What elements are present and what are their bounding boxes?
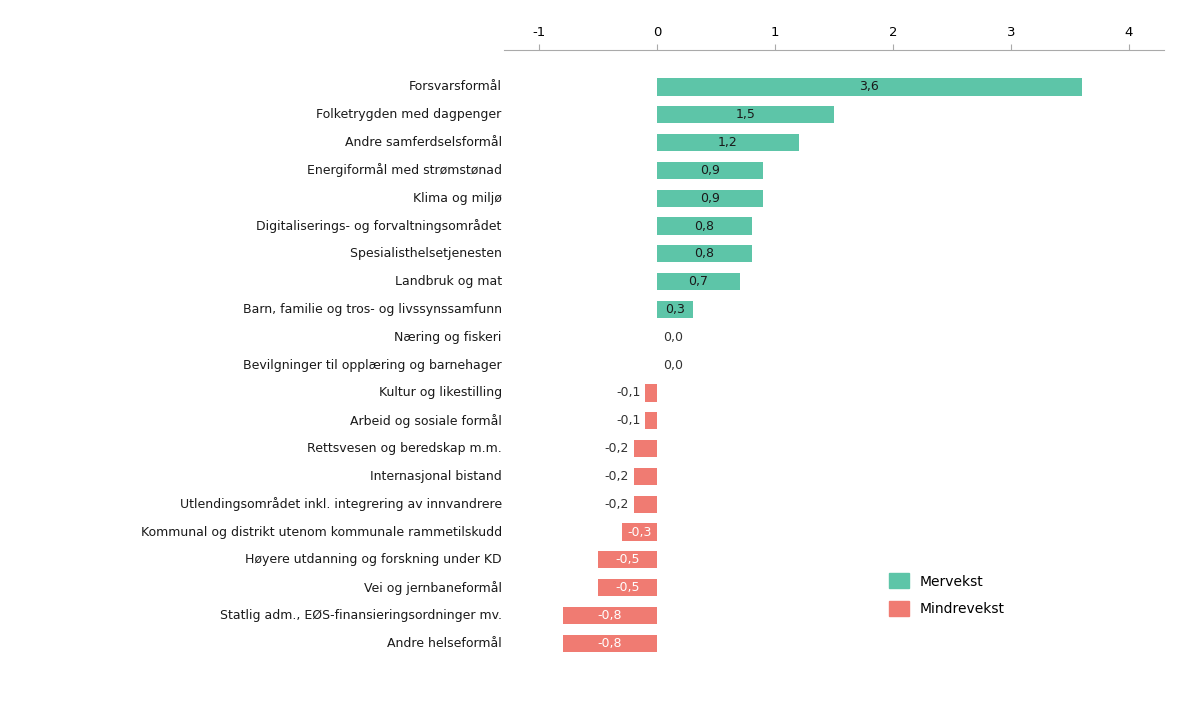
Bar [634,440,658,457]
Bar [634,496,658,513]
Text: -0,5: -0,5 [616,581,640,594]
Text: 0,7: 0,7 [689,275,708,288]
Text: Kultur og likestilling: Kultur og likestilling [378,386,502,399]
Text: 3,6: 3,6 [859,80,880,94]
Text: Spesialisthelsetjenesten: Spesialisthelsetjenesten [346,247,502,260]
Text: Andre helseformål: Andre helseformål [386,637,502,650]
Text: -0,5: -0,5 [616,553,640,566]
Text: Utlendingsområdet inkl. integrering av innvandrere: Utlendingsområdet inkl. integrering av i… [180,497,502,511]
Bar [658,273,739,290]
Text: 1,2: 1,2 [718,136,738,149]
Text: Statlig adm., EØS-finansieringsordninger mv.: Statlig adm., EØS-finansieringsordninger… [220,609,502,622]
Text: -0,1: -0,1 [617,386,641,399]
Bar [634,468,658,485]
Text: Høyere utdanning og forskning under KD: Høyere utdanning og forskning under KD [245,553,502,566]
Bar [658,218,751,235]
Bar [599,552,658,569]
Bar [658,189,763,207]
Text: -0,3: -0,3 [628,525,652,539]
Text: Digitaliserings- og forvaltningsområdet: Digitaliserings- og forvaltningsområdet [257,219,502,233]
Bar [622,523,658,541]
Text: Klima og miljø: Klima og miljø [413,191,502,205]
Text: 0,0: 0,0 [664,331,683,344]
Bar [658,301,692,318]
Text: Andre samferdselsformål: Andre samferdselsformål [344,136,502,149]
Text: -0,8: -0,8 [598,637,623,650]
Bar [658,78,1081,96]
Text: Internasjonal bistand: Internasjonal bistand [370,470,502,483]
Text: Landbruk og mat: Landbruk og mat [395,275,502,288]
Bar [646,384,658,401]
Text: 0,3: 0,3 [665,303,685,316]
Text: Rettsvesen og beredskap m.m.: Rettsvesen og beredskap m.m. [307,442,502,455]
Text: Energiformål med strømstønad: Energiformål med strømstønad [307,163,502,177]
Text: Vei og jernbaneformål: Vei og jernbaneformål [364,581,502,595]
Bar [563,607,658,624]
Text: Bevilgninger til opplæring og barnehager: Bevilgninger til opplæring og barnehager [244,359,502,372]
Text: Barn, familie og tros- og livssynssamfunn: Barn, familie og tros- og livssynssamfun… [242,303,502,316]
Text: 1,5: 1,5 [736,108,756,121]
Bar [658,134,799,151]
Text: -0,2: -0,2 [605,498,629,510]
Text: -0,2: -0,2 [605,470,629,483]
Text: Folketrygden med dagpenger: Folketrygden med dagpenger [317,108,502,121]
Text: 0,8: 0,8 [695,220,714,233]
Bar [646,412,658,430]
Text: 0,9: 0,9 [701,191,720,205]
Text: -0,1: -0,1 [617,414,641,428]
Text: Næring og fiskeri: Næring og fiskeri [395,331,502,344]
Text: Forsvarsformål: Forsvarsformål [409,80,502,94]
Text: Kommunal og distrikt utenom kommunale rammetilskudd: Kommunal og distrikt utenom kommunale ra… [140,525,502,539]
Bar [658,245,751,262]
Legend: Mervekst, Mindrevekst: Mervekst, Mindrevekst [882,566,1012,623]
Bar [658,162,763,179]
Bar [599,579,658,596]
Bar [563,635,658,652]
Text: 0,9: 0,9 [701,164,720,177]
Text: -0,2: -0,2 [605,442,629,455]
Bar [658,106,834,123]
Text: -0,8: -0,8 [598,609,623,622]
Text: 0,0: 0,0 [664,359,683,372]
Text: 0,8: 0,8 [695,247,714,260]
Text: Arbeid og sosiale formål: Arbeid og sosiale formål [349,414,502,428]
